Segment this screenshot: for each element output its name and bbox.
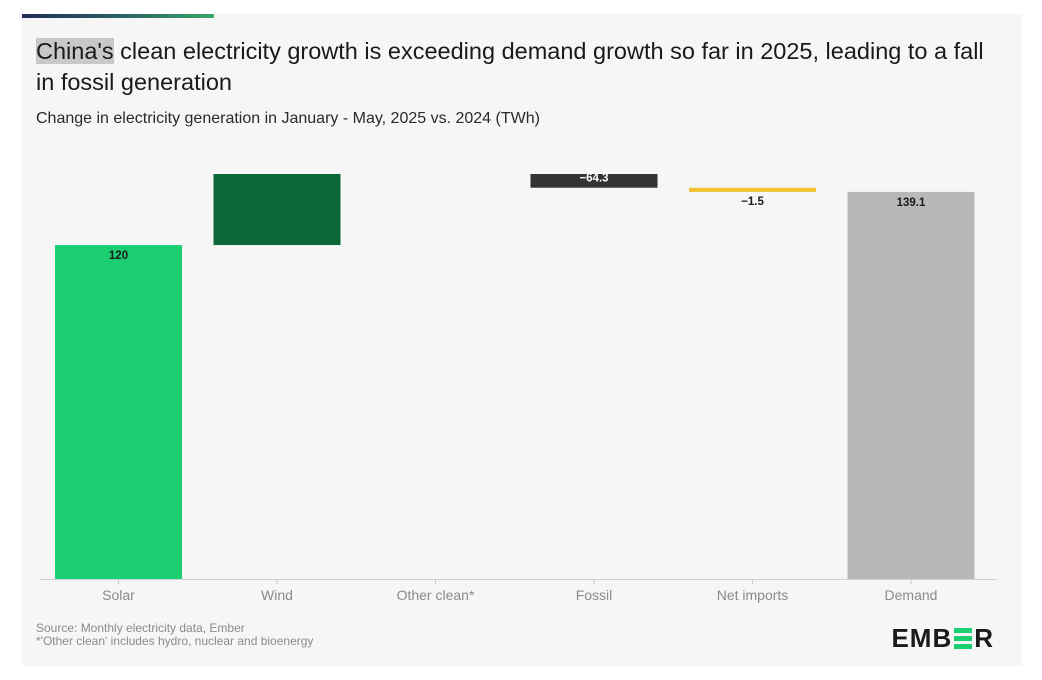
title-highlight: China's [36,38,114,64]
category-label-wind: Wind [261,587,293,603]
source-note: Source: Monthly electricity data, Ember [36,621,245,635]
waterfall-chart: 120Solar72.3Wind12.6Other clean*−64.3Fos… [40,174,997,603]
value-label-net-imports: −1.5 [741,196,764,208]
value-label-fossil: −64.3 [579,174,608,185]
chart-footer: Source: Monthly electricity data, Ember … [36,622,313,648]
category-label-net-imports: Net imports [717,587,789,603]
logo-e-mark-icon [954,627,973,649]
category-label-other-clean: Other clean* [397,587,475,603]
ember-logo: EMB R [891,623,994,653]
value-label-demand: 139.1 [897,197,926,209]
bar-wind [213,174,341,246]
logo-text-left: EMB [891,623,953,653]
chart-title: China's clean electricity growth is exce… [36,36,1006,98]
category-label-fossil: Fossil [576,587,613,603]
footnote: *'Other clean' includes hydro, nuclear a… [36,634,314,648]
title-text: clean electricity growth is exceeding de… [36,38,984,95]
logo-text-right: R [974,623,994,653]
category-label-solar: Solar [102,587,135,603]
category-label-demand: Demand [885,587,938,603]
bar-fossil [530,174,658,188]
bar-demand [847,191,975,579]
bar-solar [55,245,182,580]
chart-card: China's clean electricity growth is exce… [22,14,1022,666]
value-label-solar: 120 [109,250,128,262]
chart-subtitle: Change in electricity generation in Janu… [36,110,540,127]
accent-bar [22,14,214,18]
bar-net-imports [689,187,816,192]
